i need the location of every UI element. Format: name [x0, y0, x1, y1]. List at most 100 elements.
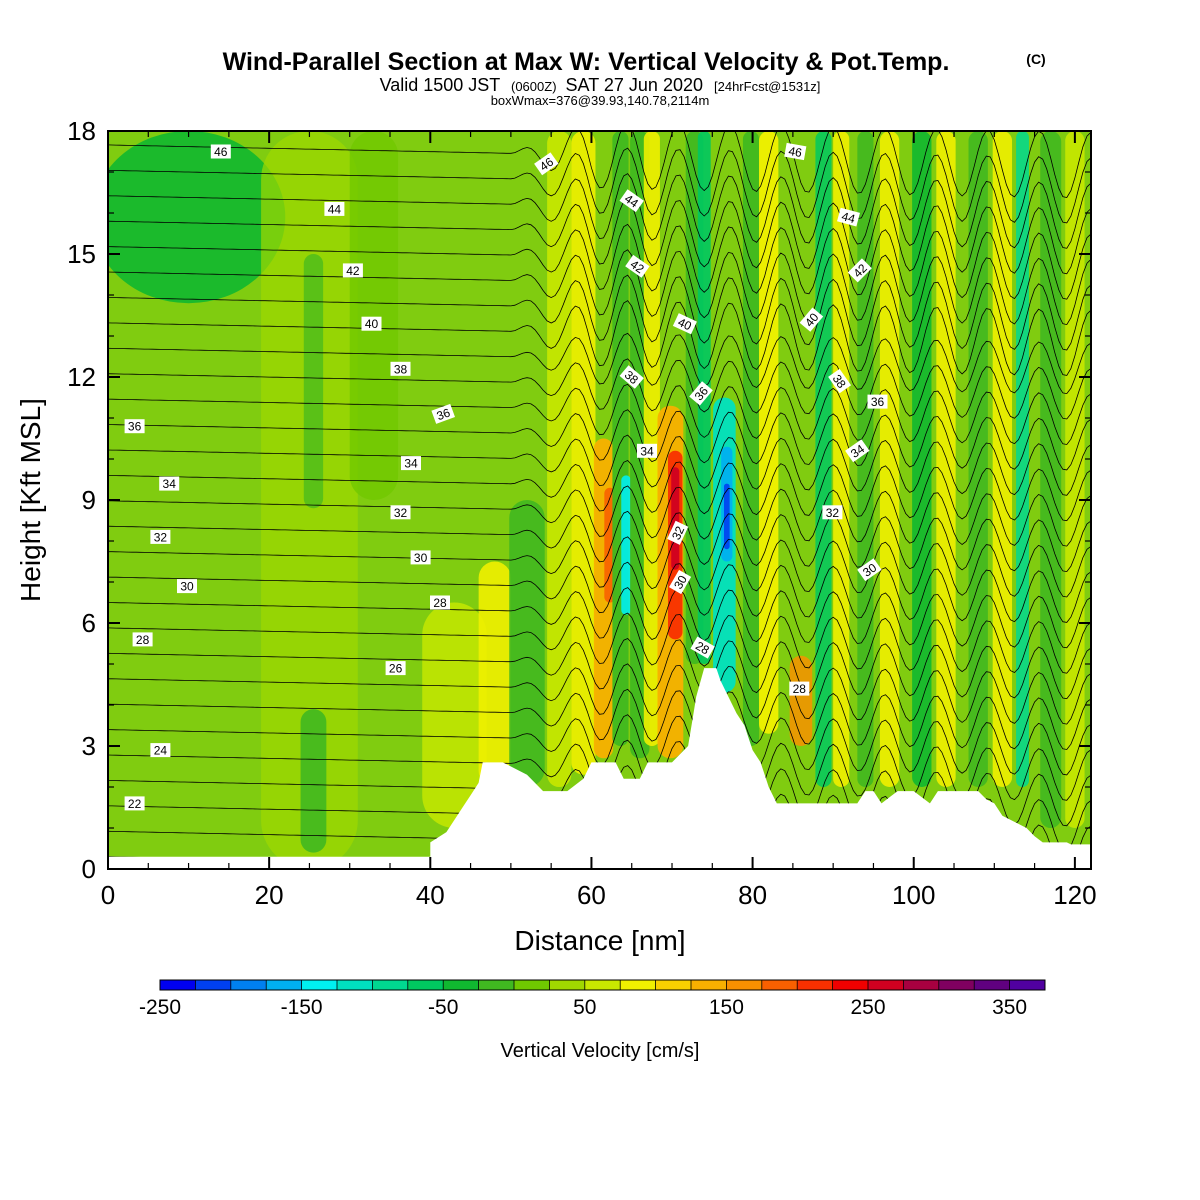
velocity-band: [612, 131, 629, 746]
theta-contour-line: [108, 358, 1091, 420]
contour-label-text: 26: [389, 662, 403, 676]
colorbar-tick-label: -50: [428, 996, 458, 1019]
theta-contours: [108, 131, 1091, 869]
theta-contour-line: [108, 198, 1091, 275]
velocity-band: [789, 655, 813, 746]
colorbar-swatch: [938, 980, 975, 990]
contour-label-text: 38: [394, 362, 408, 376]
x-tick-label: 120: [1053, 880, 1096, 910]
theta-contour-line: [108, 561, 1091, 623]
contour-labels: 22 24 26 28 28 28 28 30 30 30 30 32 32 32 32 34 34 34 34 36…: [124, 142, 888, 811]
colorbar-tick-label: -150: [281, 996, 323, 1019]
contour-label-box: [401, 456, 421, 471]
contour-label: 36: [431, 403, 455, 424]
contour-label-text: 32: [154, 530, 168, 544]
y-tick-label: 6: [82, 608, 96, 638]
colorbar-swatch: [797, 980, 834, 990]
contour-label-text: 32: [394, 506, 408, 520]
contour-label: 28: [430, 595, 450, 610]
contour-label: 34: [401, 456, 421, 471]
colorbar-swatch: [726, 980, 763, 990]
colorbar-swatch: [761, 980, 798, 990]
contour-label-box: [669, 569, 692, 595]
valid-date: SAT 27 Jun 2020: [566, 75, 703, 95]
contour-label-box: [361, 316, 382, 331]
contour-label-box: [124, 796, 145, 811]
plot-area: [108, 131, 1091, 869]
colorbar-tick-label: 250: [850, 996, 885, 1019]
theta-contour-line: [108, 663, 1091, 725]
theta-contour-line: [108, 332, 1091, 395]
contour-label-box: [324, 201, 345, 216]
x-tick-label: 60: [577, 880, 606, 910]
velocity-band: [879, 131, 900, 787]
contour-label-box: [857, 558, 882, 582]
contour-label: 42: [342, 263, 363, 278]
contour-label-text: 40: [365, 317, 379, 331]
contour-label-text: 40: [676, 315, 694, 333]
contour-label-text: 46: [787, 144, 803, 160]
vertical-velocity-field: [108, 131, 1085, 869]
contour-label-box: [132, 632, 153, 647]
contour-label-text: 36: [128, 420, 142, 434]
contour-label-text: 32: [669, 524, 687, 542]
contour-label-box: [177, 579, 197, 594]
velocity-band: [759, 131, 779, 734]
contour-label: 30: [410, 550, 431, 565]
velocity-band: [992, 131, 1013, 787]
contour-label-box: [625, 254, 650, 278]
chart-title: Wind-Parallel Section at Max W: Vertical…: [223, 48, 1046, 76]
contour-label-box: [637, 443, 657, 458]
contour-label-box: [150, 529, 171, 544]
theta-contour-line: [108, 173, 1091, 249]
contour-label-box: [847, 258, 872, 283]
contour-label-text: 22: [128, 797, 142, 811]
contour-label: 44: [837, 207, 860, 227]
velocity-band: [912, 131, 932, 787]
y-tick-label: 15: [67, 239, 96, 269]
theta-contour-line: [108, 409, 1091, 471]
contour-label-box: [789, 681, 810, 696]
contour-label-text: 30: [671, 573, 690, 592]
contour-label-text: 28: [433, 596, 447, 610]
colorbar: -250 -150 -50 50 150 250 350: [139, 979, 1046, 1019]
theta-contour-line: [108, 638, 1091, 700]
colorbar-title: Vertical Velocity [cm/s]: [501, 1040, 700, 1062]
contour-label-box: [390, 505, 411, 520]
contour-label-text: 44: [328, 202, 342, 216]
velocity-band: [833, 131, 850, 787]
colorbar-tick-label: 50: [573, 996, 596, 1019]
theta-contour-line: [108, 249, 1091, 326]
contour-label: 28: [690, 636, 715, 659]
contour-label-text: 28: [793, 682, 807, 696]
theta-contour-line: [108, 131, 1091, 198]
contour-label-box: [619, 365, 644, 389]
contour-label-text: 24: [154, 744, 168, 758]
contour-label-box: [124, 419, 145, 434]
colorbar-tick-label: 150: [709, 996, 744, 1019]
velocity-band: [509, 500, 545, 787]
contour-label-text: 28: [136, 633, 150, 647]
contour-label-box: [150, 743, 171, 758]
contour-label-box: [689, 381, 713, 406]
contour-label-box: [672, 313, 697, 335]
contour-label: 34: [159, 476, 180, 491]
title-text: Wind-Parallel Section at Max W: Vertical…: [223, 48, 950, 76]
colorbar-swatch: [691, 980, 727, 990]
contour-label-box: [385, 661, 406, 676]
colorbar-swatch: [407, 980, 444, 990]
velocity-band: [108, 131, 286, 304]
contour-label-box: [390, 361, 411, 376]
x-axis-title: Distance [nm]: [514, 925, 685, 956]
contour-label: 32: [822, 505, 843, 520]
contour-label-box: [822, 505, 843, 520]
velocity-band: [936, 131, 956, 787]
contour-label-box: [619, 189, 644, 213]
theta-contour-line: [108, 536, 1091, 598]
contour-label: 22: [124, 796, 145, 811]
colorbar-tick-label: 350: [992, 996, 1027, 1019]
contour-label: 42: [847, 258, 872, 283]
forecast-label: [24hrFcst@1531z]: [714, 79, 820, 94]
colorbar-swatch: [655, 980, 692, 990]
